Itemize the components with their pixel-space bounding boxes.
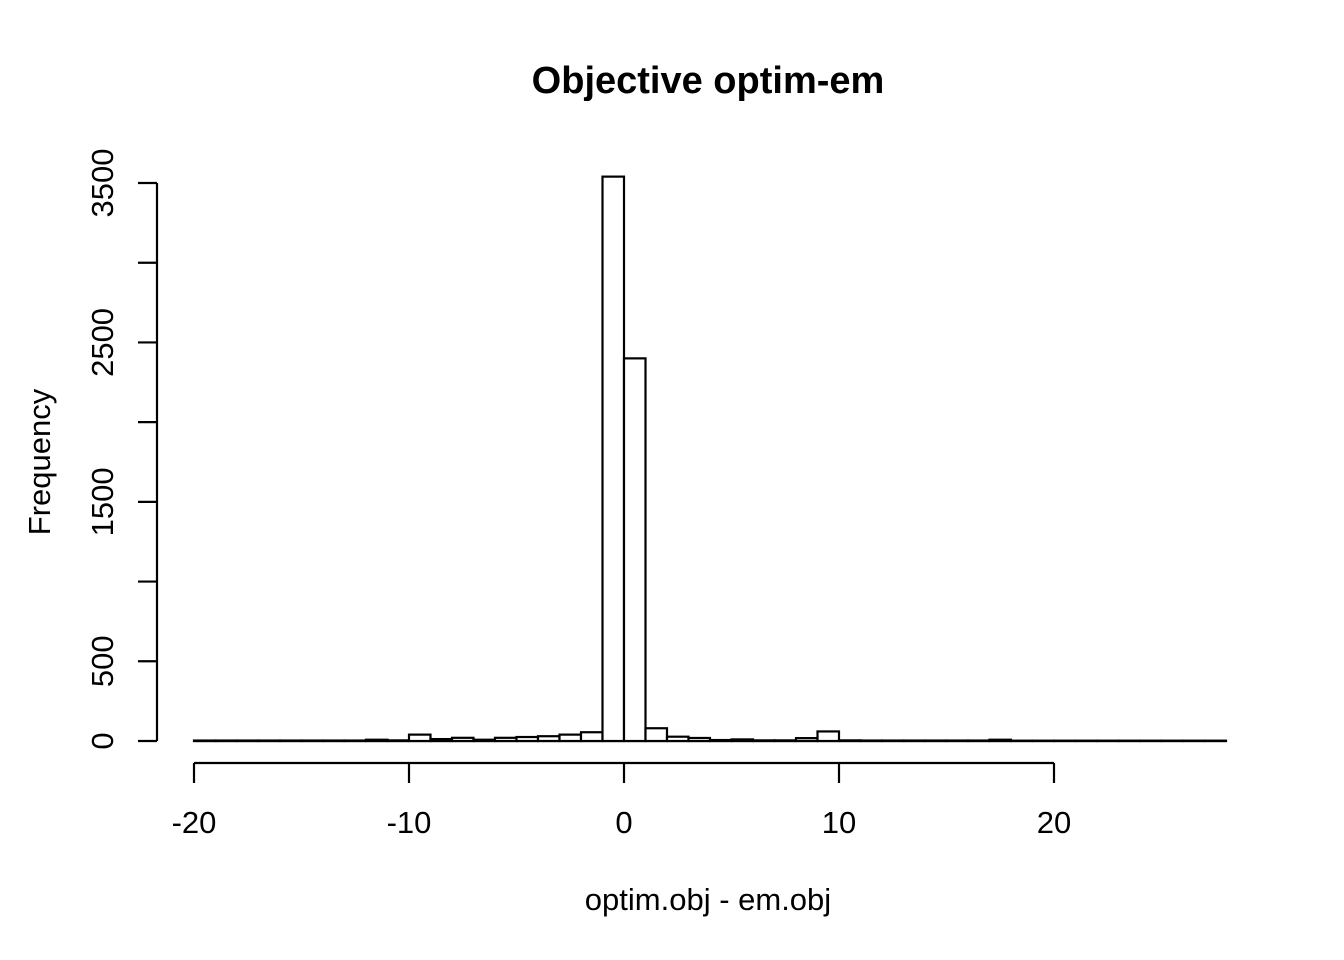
x-tick-label: 10 xyxy=(822,805,856,840)
histogram-bar xyxy=(622,357,647,743)
x-axis: -20 -10 0 10 20 xyxy=(172,761,1071,840)
chart-title: Objective optim-em xyxy=(532,60,885,102)
histogram-bar xyxy=(837,739,862,743)
y-tick-label: 3500 xyxy=(85,149,120,218)
y-tick-label: 2500 xyxy=(85,308,120,377)
y-tick-label: 0 xyxy=(85,732,120,749)
histogram-bar xyxy=(644,727,669,743)
y-tick-label: 1500 xyxy=(85,467,120,536)
histogram-bar xyxy=(730,738,755,743)
histogram-bars-group xyxy=(192,175,1228,743)
histogram-bar xyxy=(493,736,518,743)
histogram-bar xyxy=(579,731,604,743)
histogram-bar xyxy=(429,737,454,743)
histogram-bar xyxy=(364,738,389,743)
x-tick-label: -20 xyxy=(172,805,217,840)
histogram-bar xyxy=(665,735,690,743)
y-axis-title: Frequency xyxy=(22,388,57,535)
y-tick-label: 500 xyxy=(85,635,120,687)
histogram-bar xyxy=(601,175,626,743)
histogram-bar xyxy=(450,736,475,743)
histogram-bar xyxy=(816,730,841,743)
histogram-bar xyxy=(515,735,540,743)
histogram-bar xyxy=(687,736,712,743)
x-tick-label: -10 xyxy=(387,805,432,840)
x-axis-title: optim.obj - em.obj xyxy=(585,882,831,917)
x-tick-label: 20 xyxy=(1037,805,1071,840)
y-axis: 0 500 1500 2500 3500 xyxy=(85,149,159,750)
x-tick-label: 0 xyxy=(615,805,632,840)
histogram-bar xyxy=(558,733,583,743)
histogram-bar xyxy=(407,733,432,743)
histogram-bar xyxy=(751,739,776,743)
histogram-bar xyxy=(988,738,1013,743)
histogram-bar xyxy=(773,739,798,743)
histogram-bar xyxy=(536,735,561,743)
histogram-bar xyxy=(794,737,819,743)
histogram-bar xyxy=(708,738,733,743)
histogram-bar xyxy=(386,739,411,743)
histogram-bar xyxy=(472,738,497,743)
